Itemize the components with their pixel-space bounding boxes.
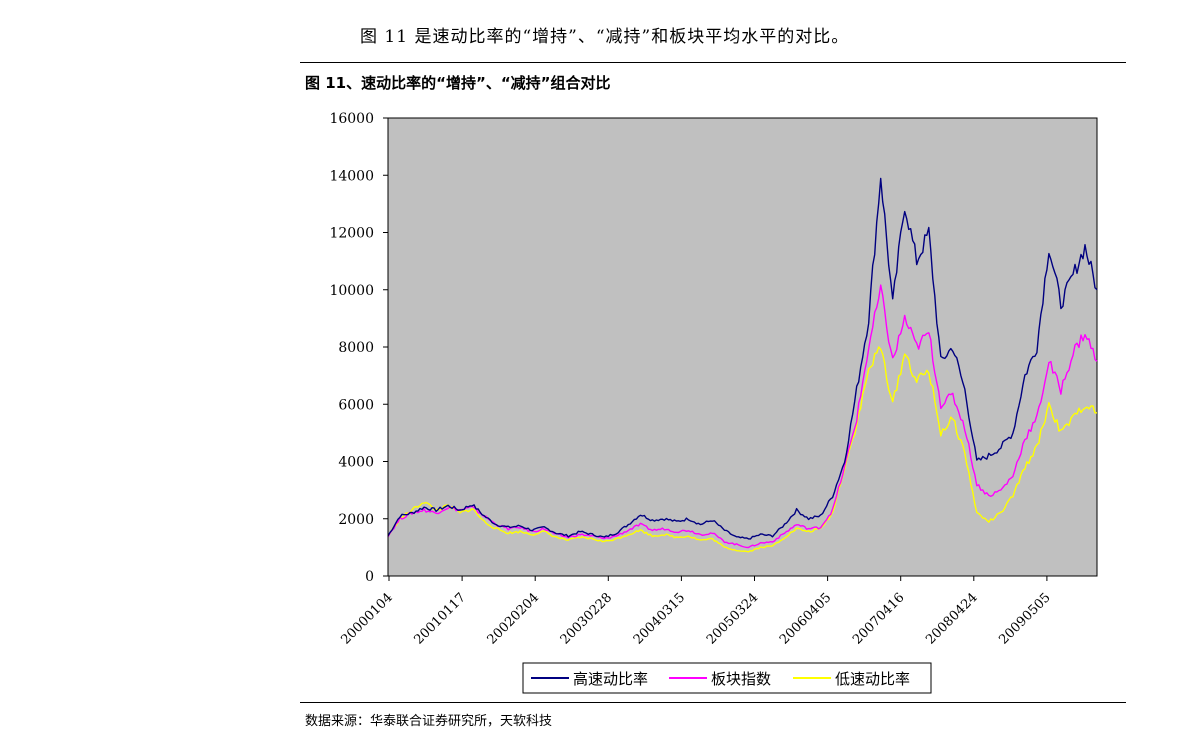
bottom-rule — [300, 702, 1126, 703]
legend-label-1: 板块指数 — [711, 670, 771, 688]
source-note: 数据来源：华泰联合证券研究所，天软科技 — [305, 714, 553, 729]
legend-box — [522, 662, 932, 694]
x-tick-label: 20080424 — [923, 590, 980, 647]
y-tick-label: 8000 — [338, 340, 374, 356]
y-tick-label: 12000 — [329, 226, 374, 242]
y-tick-label: 16000 — [329, 111, 374, 127]
x-tick-label: 20020204 — [485, 590, 542, 647]
legend-label-0: 高速动比率 — [573, 670, 648, 688]
x-tick-label: 20060405 — [777, 590, 834, 647]
x-tick-label: 20000104 — [338, 590, 395, 647]
x-tick-label: 20090505 — [996, 590, 1053, 647]
x-tick-label: 20030228 — [558, 590, 615, 647]
plot-area — [387, 117, 1098, 577]
figure-title: 图 11、速动比率的“增持”、“减持”组合对比 — [305, 74, 611, 92]
legend-label-2: 低速动比率 — [835, 670, 910, 688]
series-line-0 — [387, 177, 1098, 540]
top-rule — [300, 62, 1126, 63]
series-layer — [387, 177, 1098, 553]
y-tick-label: 14000 — [329, 168, 374, 184]
y-tick-label: 2000 — [338, 512, 374, 528]
y-tick-label: 4000 — [338, 455, 374, 471]
y-tick-label: 10000 — [329, 283, 374, 299]
y-tick-label: 6000 — [338, 397, 374, 413]
x-tick-label: 20040315 — [631, 590, 688, 647]
x-tick-label: 20050324 — [704, 590, 761, 647]
intro-text: 图 11 是速动比率的“增持”、“减持”和板块平均水平的对比。 — [360, 27, 850, 47]
series-line-2 — [387, 346, 1098, 553]
series-line-1 — [387, 284, 1098, 549]
x-tick-label: 20070416 — [850, 590, 907, 647]
legend: 高速动比率 板块指数 低速动比率 — [522, 662, 932, 694]
x-tick-label: 20010117 — [412, 590, 469, 647]
y-tick-label: 0 — [365, 569, 374, 585]
